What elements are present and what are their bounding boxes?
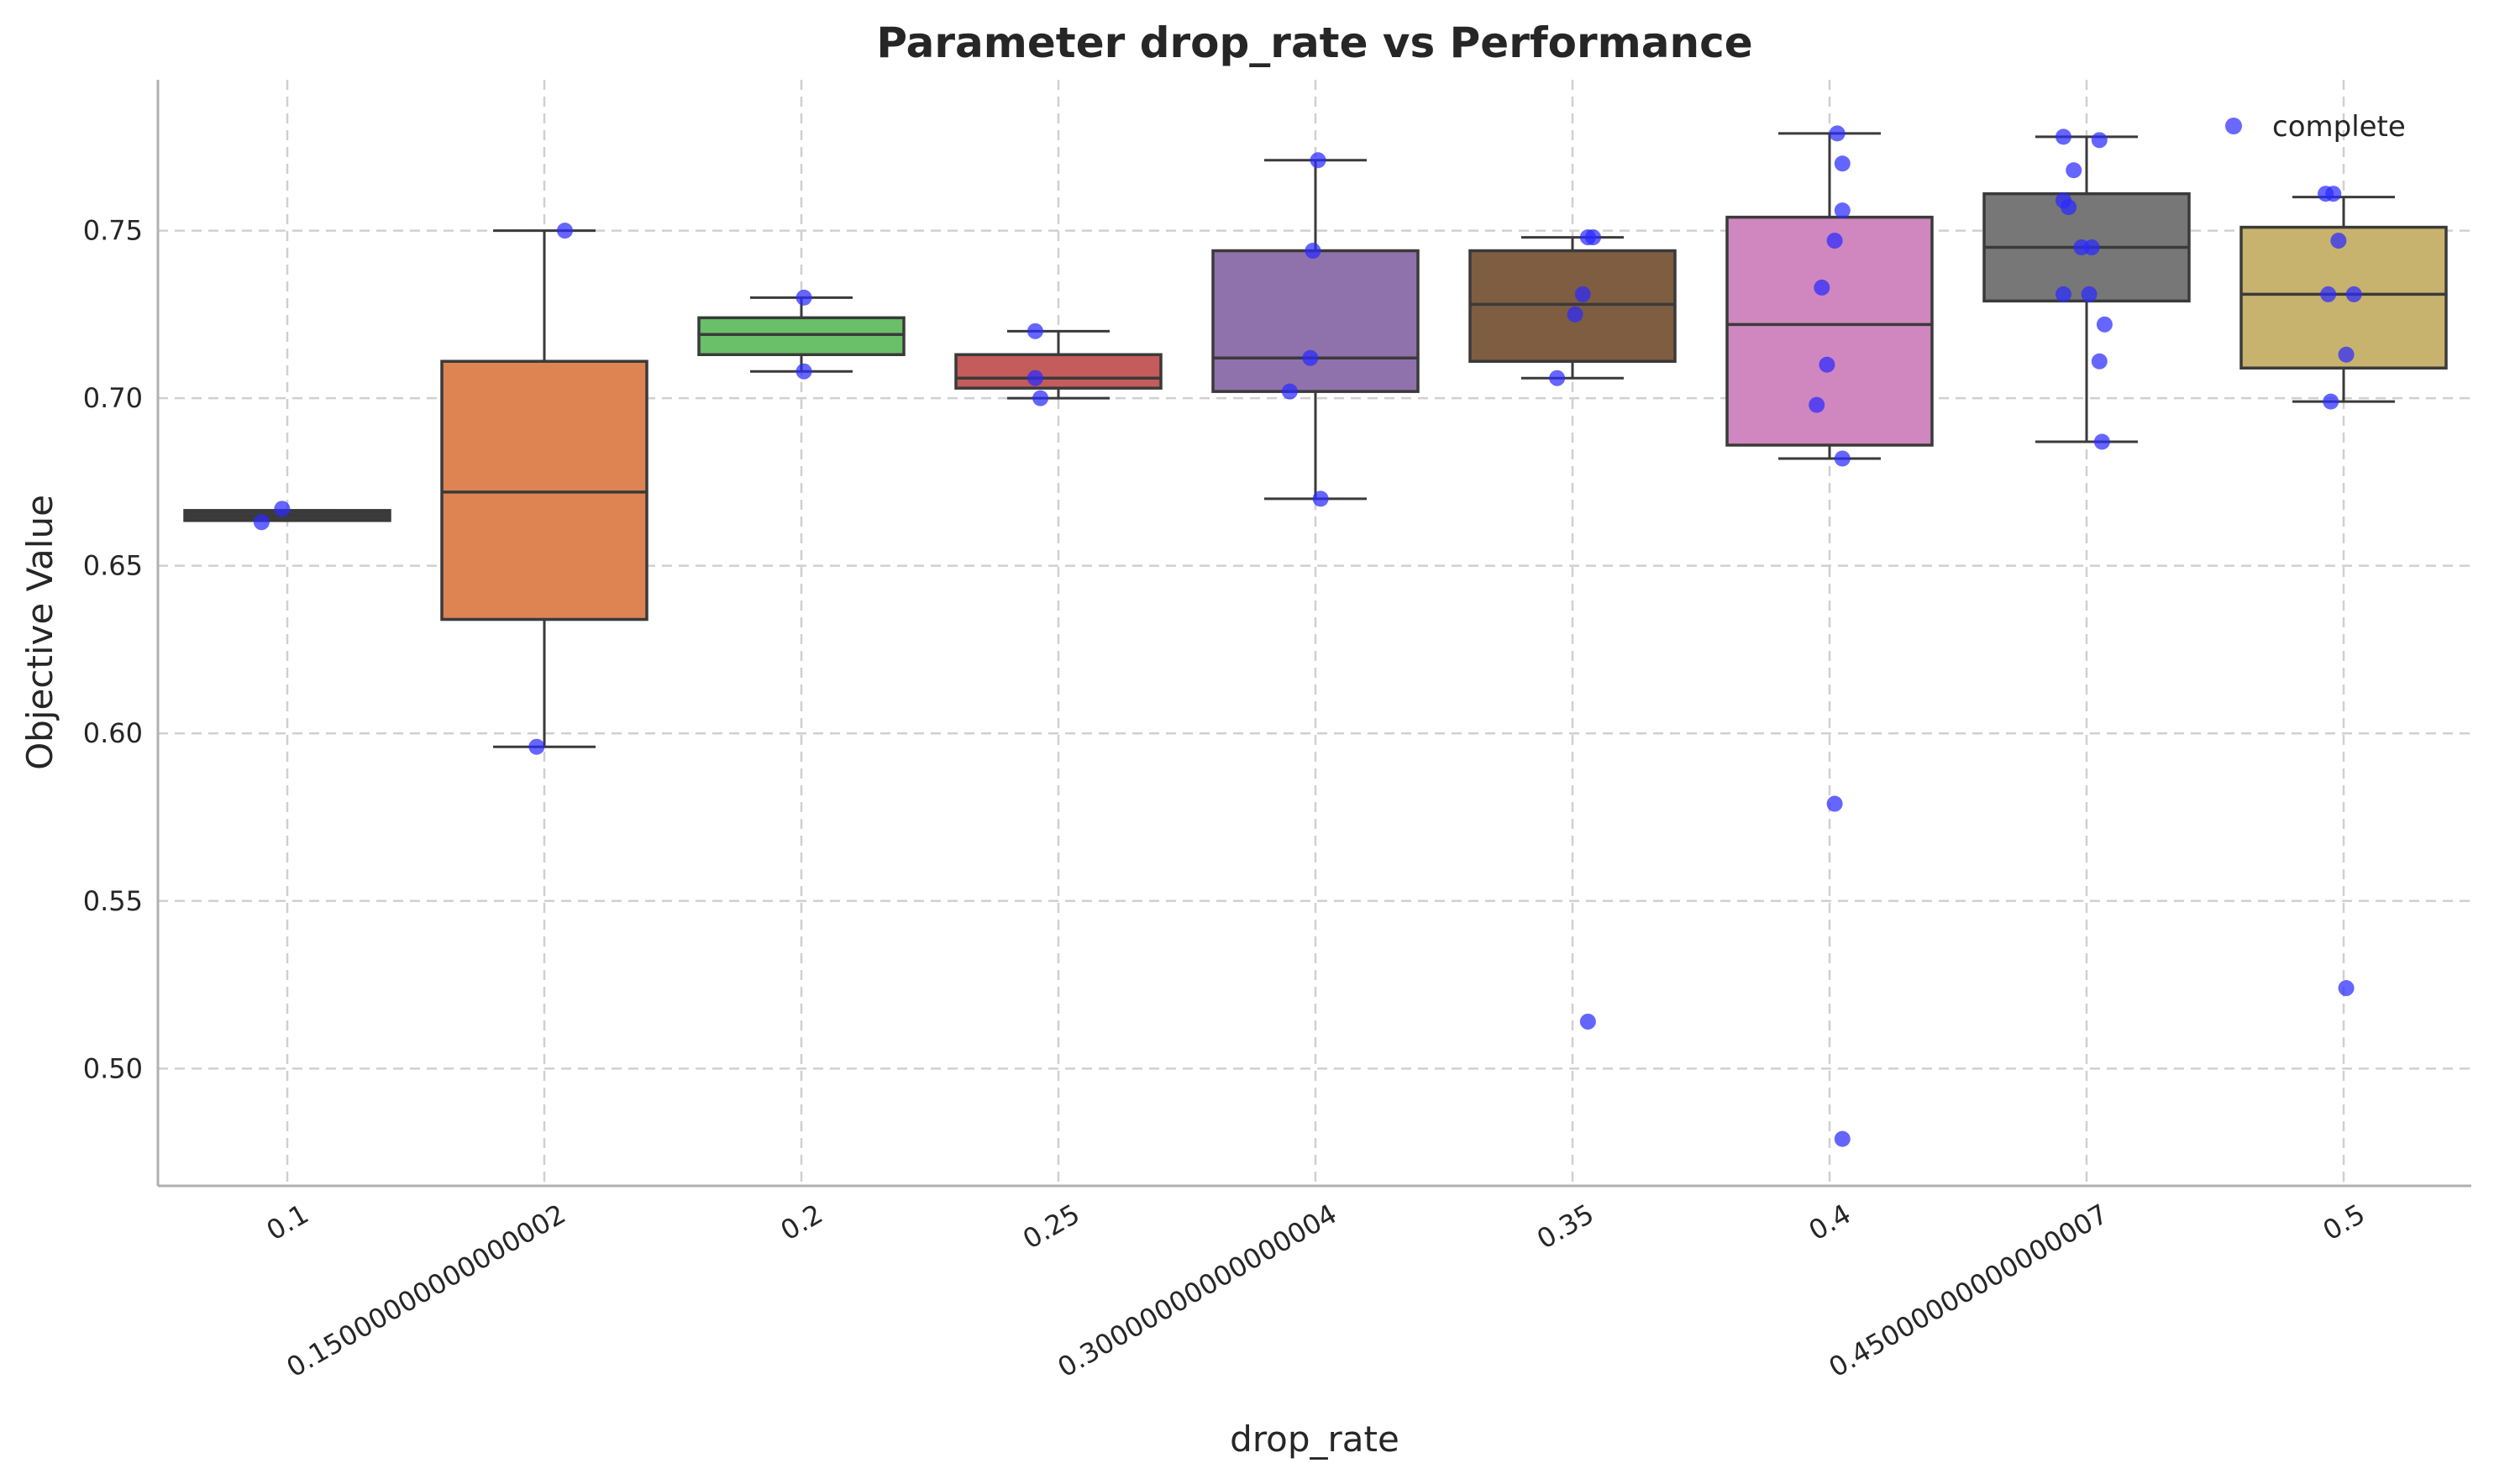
box-body xyxy=(1725,215,1934,447)
box-0.25 xyxy=(954,329,1163,400)
data-point xyxy=(795,363,812,380)
legend-marker xyxy=(2225,118,2242,134)
data-point xyxy=(274,501,291,517)
box-0.30000000000000004 xyxy=(1211,159,1420,501)
data-point xyxy=(2073,239,2090,256)
x-tick-label: 0.1 xyxy=(261,1198,314,1246)
data-point xyxy=(2338,980,2355,997)
data-point xyxy=(1026,370,1043,386)
data-point xyxy=(1305,243,1321,260)
data-point xyxy=(2055,286,2071,302)
data-point xyxy=(1814,279,1830,296)
x-tick-label: 0.5 xyxy=(2318,1198,2371,1246)
data-point xyxy=(2061,199,2077,216)
data-point xyxy=(2325,186,2342,202)
data-point xyxy=(2093,433,2110,450)
data-point xyxy=(2091,353,2108,370)
x-tick-label: 0.30000000000000004 xyxy=(1053,1198,1342,1383)
data-point xyxy=(2338,346,2355,363)
data-point xyxy=(1302,349,1319,366)
data-point xyxy=(1310,152,1326,169)
data-point xyxy=(2091,132,2108,149)
y-tick-label: 0.60 xyxy=(83,717,143,749)
data-point xyxy=(2345,286,2362,302)
data-point xyxy=(1281,383,1298,400)
y-tick-labels: 0.50 0.55 0.60 0.65 0.70 0.75 xyxy=(83,215,143,1085)
box-body xyxy=(954,353,1163,390)
data-point xyxy=(1826,233,1843,249)
y-tick-label: 0.65 xyxy=(83,550,143,582)
y-tick-label: 0.75 xyxy=(83,215,143,247)
x-tick-label: 0.15000000000000002 xyxy=(281,1198,571,1383)
box-0.15000000000000002 xyxy=(440,229,648,748)
data-point xyxy=(1834,1130,1851,1147)
data-point xyxy=(528,738,545,755)
data-point xyxy=(2323,393,2339,410)
box-body xyxy=(1211,249,1420,393)
data-point xyxy=(1834,450,1851,467)
x-tick-label: 0.4 xyxy=(1804,1198,1856,1246)
box-0.5 xyxy=(2239,196,2448,403)
data-point xyxy=(1834,202,1851,219)
x-tick-label: 0.2 xyxy=(775,1198,828,1246)
data-point xyxy=(1829,125,1846,142)
data-point xyxy=(556,223,573,239)
data-point xyxy=(1312,490,1329,507)
data-point xyxy=(1026,322,1043,339)
legend: complete xyxy=(2225,110,2406,144)
data-point xyxy=(1579,1013,1596,1030)
data-point xyxy=(2081,286,2098,302)
data-point xyxy=(1549,370,1566,386)
box-body xyxy=(697,316,906,357)
data-point xyxy=(1032,390,1049,406)
data-point xyxy=(1567,306,1583,322)
box-body xyxy=(2239,225,2448,370)
data-point xyxy=(2055,128,2071,145)
data-point xyxy=(1819,356,1835,373)
data-point xyxy=(1574,286,1591,302)
box-0.2 xyxy=(697,296,906,373)
data-point xyxy=(2066,162,2082,179)
y-tick-label: 0.50 xyxy=(83,1052,143,1084)
data-point xyxy=(253,514,270,531)
data-point xyxy=(2320,286,2337,302)
data-point xyxy=(2330,233,2347,249)
x-axis-label: drop_rate xyxy=(1230,1418,1399,1460)
box-body xyxy=(440,359,648,621)
box-body xyxy=(1468,249,1677,363)
chart-title: Parameter drop_rate vs Performance xyxy=(876,18,1752,67)
data-point xyxy=(2096,316,2113,333)
y-axis-label: Objective Value xyxy=(19,495,60,770)
box-0.4 xyxy=(1725,132,1934,460)
box-0.35 xyxy=(1468,236,1677,380)
x-tick-label: 0.35 xyxy=(1531,1198,1599,1256)
y-tick-label: 0.55 xyxy=(83,885,143,917)
data-point xyxy=(1584,229,1601,246)
points-layer xyxy=(253,125,2362,1147)
data-point xyxy=(795,289,812,306)
data-point xyxy=(1809,396,1825,413)
legend-label: complete xyxy=(2272,110,2406,144)
x-tick-labels: 0.10.15000000000000002 0.2 0.250.300000000… xyxy=(261,1198,2371,1383)
boxes-layer xyxy=(183,132,2448,748)
y-tick-label: 0.70 xyxy=(83,382,143,414)
data-point xyxy=(1834,155,1851,172)
x-tick-label: 0.25 xyxy=(1017,1198,1085,1256)
data-point xyxy=(1826,795,1843,812)
x-tick-label: 0.45000000000000007 xyxy=(1824,1198,2113,1383)
